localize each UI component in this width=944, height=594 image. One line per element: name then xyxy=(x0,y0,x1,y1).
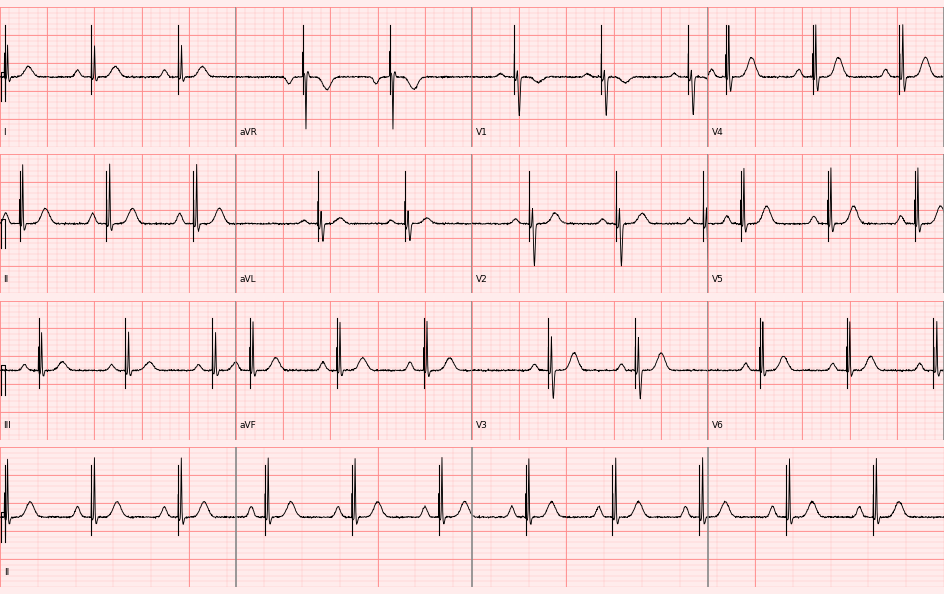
Text: III: III xyxy=(4,421,11,431)
Text: aVF: aVF xyxy=(240,421,256,431)
Text: V5: V5 xyxy=(712,274,723,284)
Text: aVL: aVL xyxy=(240,274,256,284)
Text: II: II xyxy=(4,274,8,284)
Text: II: II xyxy=(4,568,9,577)
Text: V1: V1 xyxy=(476,128,487,137)
Text: I: I xyxy=(4,128,7,137)
Text: V2: V2 xyxy=(476,274,487,284)
Text: V6: V6 xyxy=(712,421,723,431)
Text: V4: V4 xyxy=(712,128,723,137)
Text: V3: V3 xyxy=(476,421,487,431)
Text: aVR: aVR xyxy=(240,128,258,137)
